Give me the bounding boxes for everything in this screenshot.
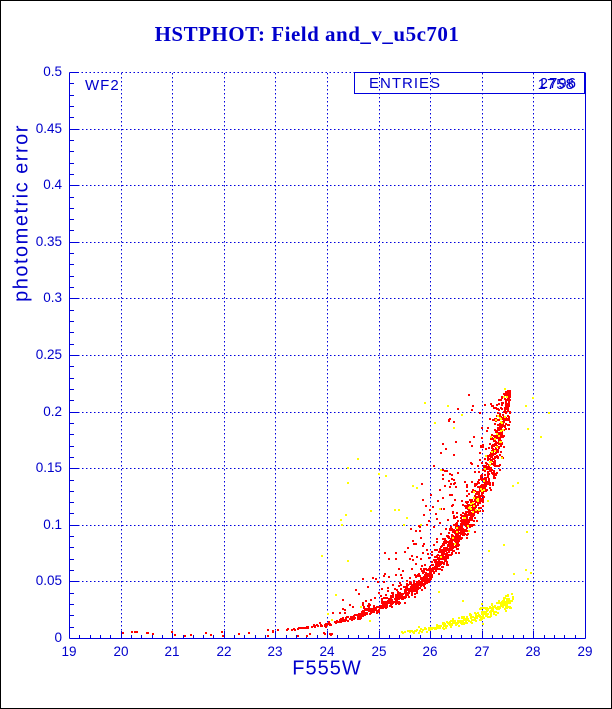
y-tick-label: 0.45 xyxy=(35,121,62,136)
entries-legend-box: ENTRIES 2796 1758 xyxy=(354,72,585,94)
yellow-series-points xyxy=(321,388,550,634)
y-tick-label: 0 xyxy=(54,630,62,645)
x-tick-label: 25 xyxy=(371,644,387,659)
scatter-plot-canvas xyxy=(69,72,586,639)
x-tick-label: 29 xyxy=(577,644,593,659)
y-tick-label: 0.4 xyxy=(43,177,62,192)
grid-lines xyxy=(70,73,585,638)
y-tick-label: 0.15 xyxy=(35,460,62,475)
plot-title: HSTPHOT: Field and_v_u5c701 xyxy=(154,22,460,46)
red-series-points xyxy=(122,390,511,637)
entries-count-red: 2796 xyxy=(539,75,577,92)
x-axis-title: F555W xyxy=(292,657,362,680)
x-tick-label: 24 xyxy=(319,644,335,659)
x-tick-label: 20 xyxy=(113,644,129,659)
x-tick-label: 27 xyxy=(474,644,490,659)
entries-label: ENTRIES xyxy=(369,75,442,92)
y-tick-label: 0.5 xyxy=(43,64,62,79)
y-tick-label: 0.1 xyxy=(43,517,62,532)
x-tick-label: 19 xyxy=(61,644,77,659)
y-tick-label: 0.2 xyxy=(43,404,62,419)
y-tick-label: 0.05 xyxy=(35,573,62,588)
x-tick-label: 28 xyxy=(525,644,541,659)
y-tick-label: 0.35 xyxy=(35,234,62,249)
entries-count-yellow: 1758 xyxy=(537,76,575,93)
x-tick-label: 26 xyxy=(422,644,438,659)
x-tick-label: 21 xyxy=(164,644,180,659)
x-tick-label: 22 xyxy=(216,644,232,659)
x-tick-label: 23 xyxy=(267,644,283,659)
chip-label: WF2 xyxy=(85,77,120,94)
y-axis-title: photometric error xyxy=(10,124,33,302)
y-tick-label: 0.3 xyxy=(43,290,62,305)
y-tick-label: 0.25 xyxy=(35,347,62,362)
